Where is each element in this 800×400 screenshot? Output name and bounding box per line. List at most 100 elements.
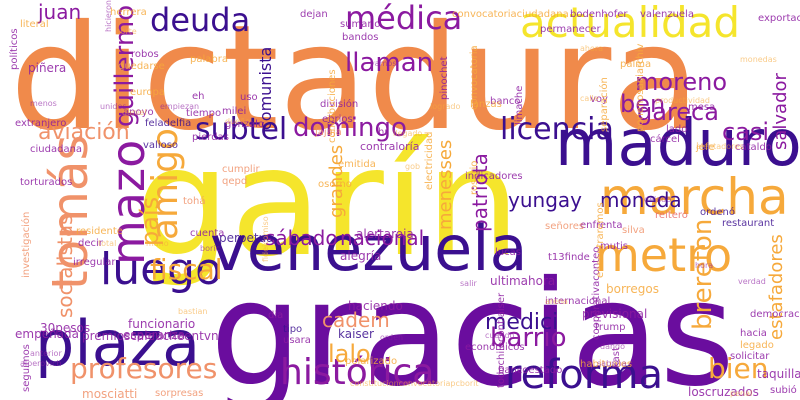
word-sumario: sumario xyxy=(340,19,381,30)
word-extranjero: extranjero xyxy=(15,118,67,129)
word-solicitar: solicitar xyxy=(730,351,770,362)
word-constitucionconvocatoriapcborit: constitucionconvocatoriapcborit xyxy=(350,379,479,388)
word-dejan: dejan xyxy=(300,9,328,20)
word-casi: casi xyxy=(722,118,770,146)
word-garin: garín xyxy=(135,116,521,290)
word-barrio: barrio xyxy=(490,323,567,353)
word-kaiser: kaiser xyxy=(338,327,374,341)
word-encontraremos: encontraremos xyxy=(595,202,606,278)
word-actualidad: actualidad xyxy=(520,0,741,47)
word-gareca: gareca xyxy=(637,98,719,126)
word-feladelfia: feladelfia xyxy=(145,118,192,129)
word-haciendo: haciendo xyxy=(348,299,403,313)
word-ben: ben xyxy=(620,90,666,118)
word-pinera: piñera xyxy=(28,61,67,75)
word-medica: médica xyxy=(345,0,463,37)
word-productividad: productividad xyxy=(655,96,711,105)
word-separacion: separación xyxy=(599,77,610,132)
word-gob: gob xyxy=(405,162,421,171)
word-domingo: domingo xyxy=(293,113,407,143)
word-europa: europa xyxy=(130,87,165,98)
word-tipo: tipo xyxy=(283,324,303,335)
word-lalo: lalo xyxy=(328,340,371,368)
word-jefe: jefe xyxy=(696,142,715,153)
word-empiezan: empiezan xyxy=(160,102,200,111)
word-literal: literal xyxy=(20,19,49,30)
word-premioscaleucheentvn: premioscaleucheentvn xyxy=(82,329,219,343)
word-taquilla: taquilla xyxy=(757,367,800,381)
word-bandos: bandos xyxy=(342,32,379,43)
word-ebrios: ebrios xyxy=(322,114,353,125)
word-profesores: profesores xyxy=(70,352,218,385)
word-unidos: unidos xyxy=(100,102,127,111)
word-bastian: bastian xyxy=(178,307,208,316)
word-limache: limache xyxy=(514,85,525,125)
word-dictadura: dictadura xyxy=(10,0,701,163)
word-reitero: reiteró xyxy=(655,210,688,221)
word-restaurant: restaurant xyxy=(722,218,775,229)
word-habituales: habituales xyxy=(580,359,633,370)
word-senores: señores xyxy=(545,221,585,232)
word-permanecer: permanecer xyxy=(540,24,601,35)
word-yungay: yungay xyxy=(508,188,582,212)
word-monedas: monedas xyxy=(740,55,777,64)
word-robos: robos xyxy=(131,49,159,60)
word-mosciatti: mosciatti xyxy=(82,387,138,400)
word-empenada: empeñada xyxy=(15,327,80,341)
word-alentadores: alentadores xyxy=(696,142,744,151)
word-banco: banco xyxy=(490,96,521,107)
word-palabra: palabra xyxy=(190,54,228,65)
word-sabado: sábado xyxy=(265,226,338,250)
word-nacional: nacional xyxy=(340,226,425,250)
word-menos: menos xyxy=(30,99,57,108)
word-daniel: daniel xyxy=(122,108,147,117)
word-ordeno: ordenó xyxy=(700,207,736,218)
word-usara: usara xyxy=(283,335,311,346)
word-torturados: torturados xyxy=(20,177,73,188)
word-division: división xyxy=(320,99,359,110)
word-deuda: deuda xyxy=(150,1,251,39)
word-penal: penal xyxy=(730,389,753,398)
word-alperovich: alperovich xyxy=(20,359,62,368)
word-fiscal: fiscal xyxy=(150,253,223,286)
word-qepd: qepd xyxy=(222,176,248,187)
word-contraloria: contraloría xyxy=(360,140,420,153)
word-funcionario: funcionario xyxy=(128,317,196,331)
word-orden: orden xyxy=(380,333,404,342)
word-irregular: irregular xyxy=(73,257,116,268)
word-convocatoriaciudadana: convocatoriaciudadana xyxy=(452,9,569,20)
word-maduro: maduro xyxy=(555,107,800,181)
word-fideicomiso: fideicomiso xyxy=(261,216,270,262)
word-decir: decir xyxy=(78,238,103,249)
word-hora: hora xyxy=(695,261,714,270)
word-historica: histórica xyxy=(280,352,435,393)
word-emitida: emitida xyxy=(338,159,376,170)
word-dia: dia xyxy=(268,310,284,321)
word-electricidad: electricidad xyxy=(424,131,435,191)
word-ahora: ahora xyxy=(580,44,604,53)
word-verdad: verdad xyxy=(738,277,766,286)
word-silva: silva xyxy=(622,225,645,236)
word-eh: eh xyxy=(192,91,205,102)
word-bancoestado: bancoestado xyxy=(498,365,563,376)
word-exportacion: exportación xyxy=(758,13,800,24)
word-lanzas: lanzas xyxy=(470,99,502,110)
word-carcel: cárcel xyxy=(650,134,680,145)
word-corte: corte xyxy=(116,27,137,36)
word-sabrina: sabrina xyxy=(597,359,627,368)
word-ciudadana: ciudadana xyxy=(30,144,83,155)
word-polarizado: polarizado xyxy=(345,356,398,367)
word-borregos: borregos xyxy=(606,282,659,296)
word-bien: bien xyxy=(708,352,769,385)
word-moreno: moreno xyxy=(635,68,728,96)
word-legado: legado xyxy=(740,340,774,351)
word-osorno: osorno xyxy=(318,179,352,190)
word-cataldo: cataldo xyxy=(735,142,772,153)
word-economicos: económicos xyxy=(465,342,525,353)
word-dejado: dejado xyxy=(644,195,672,204)
word-subtel: subtel xyxy=(195,112,288,147)
word-30pesos: 30pesos xyxy=(40,321,91,335)
word-cumplir: cumplir xyxy=(222,164,260,175)
word-salvador: salvador xyxy=(770,73,791,150)
word-cuenta: cuenta xyxy=(190,228,225,239)
